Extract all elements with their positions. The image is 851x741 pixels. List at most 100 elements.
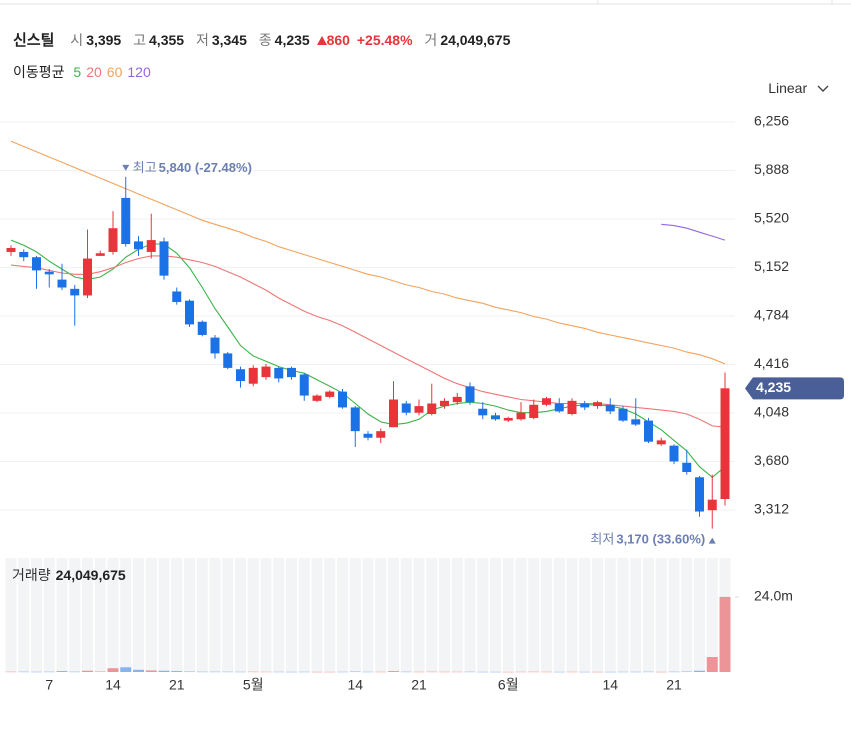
volume-column-bg — [388, 558, 399, 672]
candle-body — [274, 367, 284, 379]
close-label: 종 — [258, 32, 272, 48]
candle-body — [376, 431, 386, 438]
scale-dropdown[interactable]: Linear — [768, 80, 829, 96]
ma-line — [10, 255, 726, 428]
candle-body — [427, 403, 437, 415]
volume-bar — [18, 671, 30, 673]
low-value: 3,345 — [211, 32, 247, 48]
candle-body — [236, 369, 245, 382]
volume-bar — [298, 671, 310, 673]
y-tick-label: 4,048 — [754, 404, 789, 420]
volume-column-bg — [464, 558, 476, 672]
candle-body — [159, 241, 169, 276]
ma-line — [10, 239, 726, 479]
candle-body — [644, 420, 653, 442]
volume-bar — [515, 671, 527, 673]
change-percent: +25.48% — [356, 32, 413, 48]
volume-bar — [694, 670, 705, 672]
volume-bar — [31, 671, 42, 673]
candle-body — [567, 400, 577, 415]
candle-body — [401, 403, 411, 413]
volume-column-bg — [324, 558, 336, 672]
candle-body — [618, 408, 628, 421]
ma-legend: 이동평균 5 20 60 120 — [13, 62, 151, 82]
volume-column-bg — [133, 558, 144, 672]
candle-body — [146, 240, 156, 252]
volume-bar — [158, 670, 170, 672]
volume-bar — [56, 671, 68, 672]
volume-bar — [617, 671, 629, 673]
scale-label: Linear — [768, 80, 808, 96]
ma-line — [661, 223, 726, 241]
volume-column-bg — [375, 558, 387, 672]
legend-item: 5 — [73, 64, 82, 80]
y-tick-label: 4,784 — [754, 307, 789, 323]
volume-bar — [222, 671, 234, 673]
price-tag — [745, 377, 844, 400]
volume-bar — [349, 671, 361, 673]
volume-bar — [502, 671, 514, 673]
volume-bar — [273, 671, 285, 673]
y-tick-label: 3,312 — [754, 501, 789, 517]
chevron — [817, 85, 829, 92]
volume-bar — [630, 671, 642, 673]
volume-column-bg — [541, 558, 552, 672]
volume-bar — [400, 671, 412, 673]
volume-column-bg — [617, 558, 629, 672]
candle-body — [656, 440, 666, 445]
candle-body — [580, 403, 590, 408]
volume-bar — [592, 671, 603, 673]
volume-bar — [69, 671, 81, 673]
volume-bar — [566, 671, 578, 673]
high-label: 고 — [133, 32, 147, 48]
volume-column-bg — [222, 558, 234, 672]
volume-bar — [145, 670, 157, 672]
volume-column-bg — [528, 558, 540, 672]
candle-body — [682, 462, 692, 472]
volume-column-bg — [171, 558, 183, 672]
volume-bar — [388, 671, 399, 672]
stock-name: 신스틸 — [13, 32, 55, 49]
volume-column-bg — [158, 558, 170, 672]
volume-total: 24,049,675 — [56, 567, 126, 583]
volume-column-bg — [273, 558, 285, 672]
candle-body — [389, 399, 398, 428]
candle-body — [57, 279, 67, 288]
high-annotation: 최고 5,840 (-27.48%) — [133, 160, 252, 175]
volume-column-bg — [5, 558, 17, 672]
volume-bar — [43, 671, 55, 673]
candle-body — [44, 271, 54, 275]
high-marker — [122, 164, 130, 171]
legend-item: 120 — [127, 64, 151, 80]
candle-body — [478, 408, 488, 416]
x-tick-label: 6월 — [498, 677, 519, 693]
volume-bar — [286, 671, 297, 673]
volume-column-bg — [209, 558, 221, 672]
candle-body — [197, 321, 207, 335]
ma-line — [10, 140, 726, 365]
candle-body — [503, 417, 513, 421]
volume-column-bg — [451, 558, 463, 672]
volume-bar — [439, 671, 450, 673]
volume-column-bg — [235, 558, 246, 672]
legend-item: 60 — [106, 64, 123, 80]
candle-body — [325, 391, 335, 397]
volume-column-bg — [413, 558, 425, 672]
volume-value: 24,049,675 — [440, 32, 511, 48]
high-value: 4,355 — [149, 32, 185, 48]
low-label: 저 — [195, 32, 209, 48]
volume-bar — [209, 671, 221, 673]
volume-column-bg — [566, 558, 578, 672]
candle-body — [669, 445, 679, 462]
candle-body — [465, 386, 475, 403]
volume-column-bg — [31, 558, 42, 672]
y-tick-label: 3,680 — [754, 452, 789, 468]
volume-bar — [413, 671, 425, 673]
volume-column-bg — [579, 558, 591, 672]
volume-bar — [426, 671, 438, 673]
candle-body — [248, 367, 258, 384]
candle-body — [172, 291, 182, 303]
volume-bar — [324, 671, 336, 673]
volume-bar — [477, 671, 489, 673]
